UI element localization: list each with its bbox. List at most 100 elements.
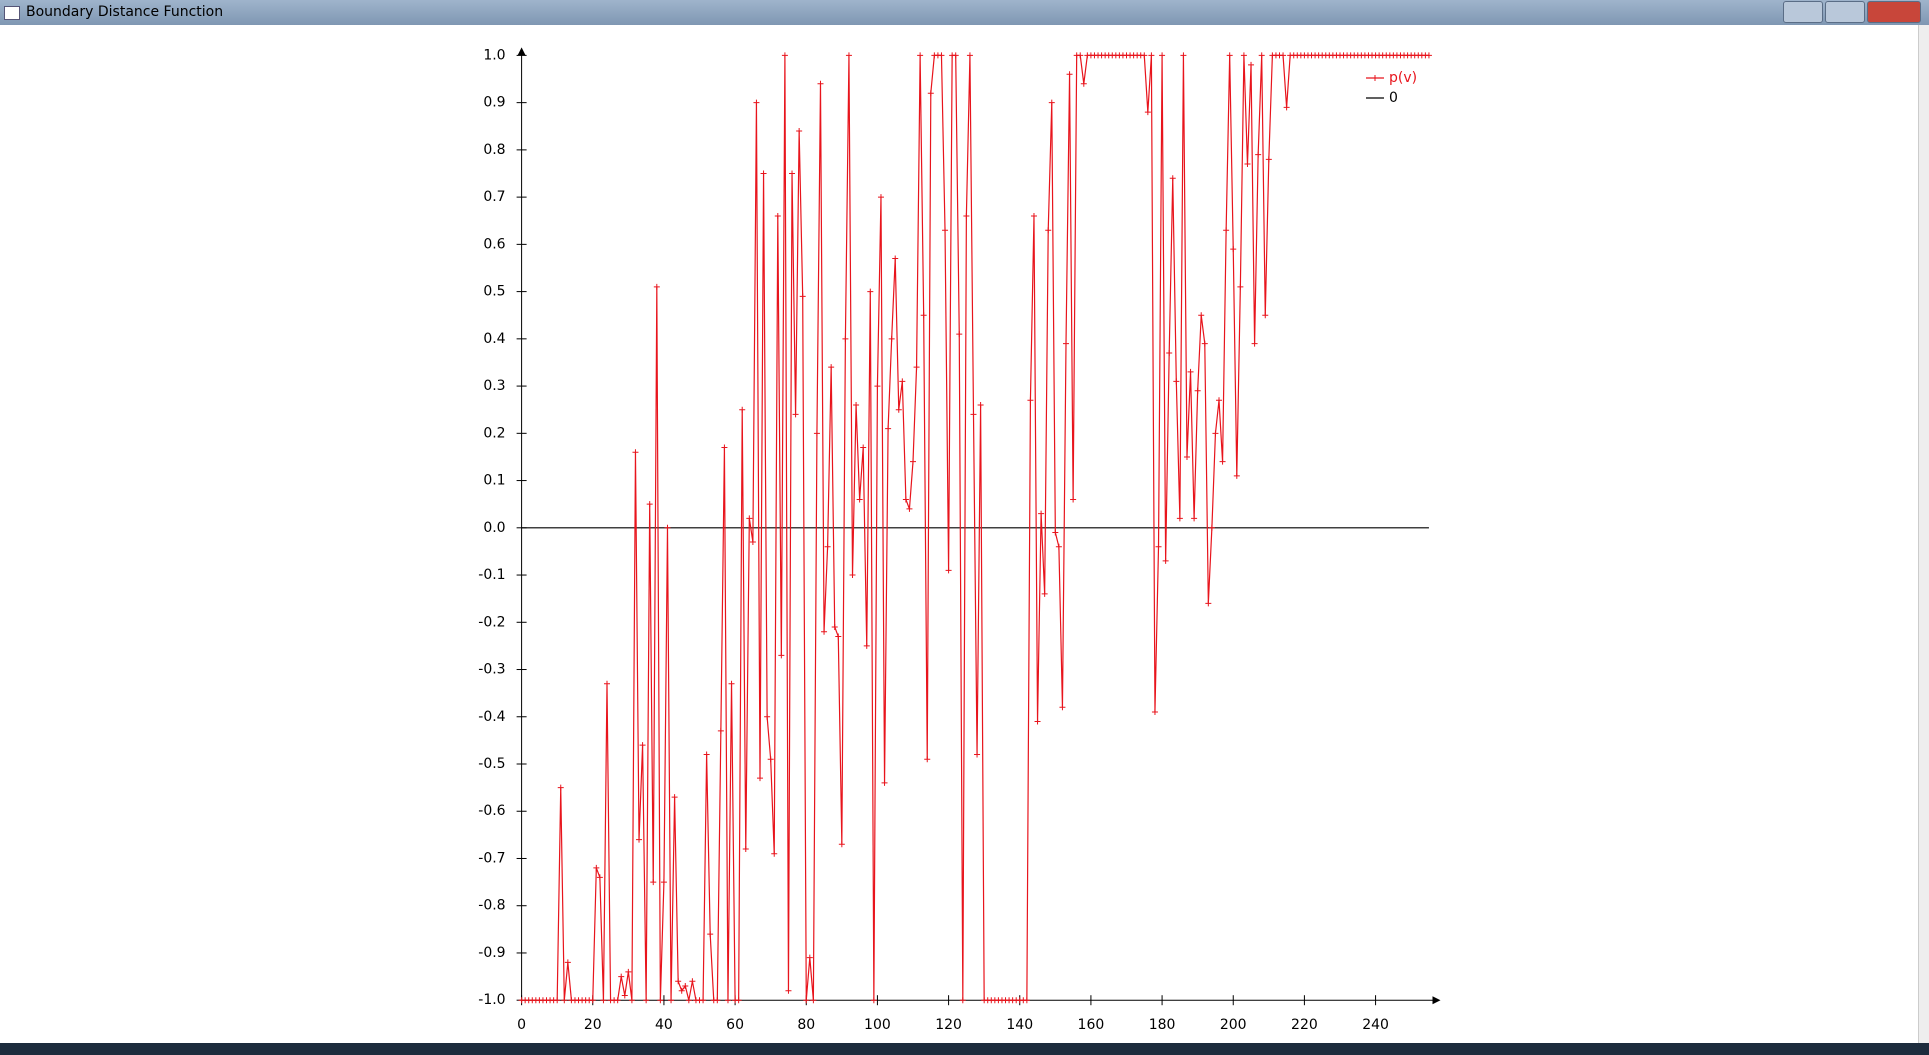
point-marker bbox=[682, 983, 689, 990]
point-marker bbox=[749, 538, 756, 545]
point-marker bbox=[867, 288, 874, 295]
point-marker bbox=[1144, 109, 1151, 116]
point-marker bbox=[746, 515, 753, 522]
point-marker bbox=[589, 997, 596, 1004]
point-marker bbox=[835, 633, 842, 640]
y-tick-label: -0.9 bbox=[478, 945, 505, 961]
point-marker bbox=[621, 992, 628, 999]
point-marker bbox=[974, 751, 981, 758]
point-marker bbox=[1248, 61, 1255, 68]
point-marker bbox=[952, 52, 959, 59]
y-tick-label: 0.7 bbox=[483, 189, 505, 205]
y-tick-label: -0.8 bbox=[478, 898, 505, 914]
y-tick-label: -0.5 bbox=[478, 756, 505, 772]
point-marker bbox=[885, 425, 892, 432]
y-tick-label: 0.2 bbox=[483, 425, 505, 441]
y-tick-label: -1.0 bbox=[478, 992, 505, 1008]
point-marker bbox=[831, 624, 838, 631]
legend-marker bbox=[1372, 75, 1378, 81]
title-bar: Boundary Distance Function bbox=[0, 0, 1929, 25]
point-marker bbox=[557, 784, 564, 791]
point-marker bbox=[707, 931, 714, 938]
point-marker bbox=[895, 406, 902, 413]
point-marker bbox=[828, 364, 835, 371]
x-tick-label: 0 bbox=[517, 1017, 526, 1033]
y-tick-label: -0.7 bbox=[478, 850, 505, 866]
point-marker bbox=[1038, 510, 1045, 517]
point-marker bbox=[614, 997, 621, 1004]
window-title: Boundary Distance Function bbox=[26, 4, 224, 20]
point-marker bbox=[757, 775, 763, 782]
point-marker bbox=[870, 997, 877, 1004]
point-marker bbox=[714, 997, 721, 1004]
point-marker bbox=[1180, 52, 1187, 59]
point-marker bbox=[703, 751, 710, 758]
point-marker bbox=[671, 794, 678, 801]
point-marker bbox=[942, 227, 949, 234]
point-marker bbox=[785, 987, 792, 994]
point-marker bbox=[863, 642, 870, 649]
point-marker bbox=[1208, 524, 1215, 531]
minimize-button[interactable] bbox=[1783, 1, 1823, 23]
point-marker bbox=[1066, 71, 1073, 78]
point-marker bbox=[646, 501, 653, 508]
point-marker bbox=[689, 978, 696, 985]
point-marker bbox=[977, 401, 984, 408]
point-marker bbox=[792, 411, 799, 418]
x-tick-label: 120 bbox=[935, 1017, 962, 1033]
point-marker bbox=[554, 997, 561, 1004]
scrollbar[interactable] bbox=[1918, 25, 1929, 1043]
point-marker bbox=[806, 954, 813, 961]
point-marker bbox=[856, 496, 863, 503]
point-marker bbox=[739, 406, 746, 413]
point-marker bbox=[564, 959, 571, 966]
point-marker bbox=[1262, 312, 1269, 319]
point-marker bbox=[675, 978, 682, 985]
window-buttons bbox=[1783, 1, 1921, 23]
y-tick-label: 0.1 bbox=[483, 473, 505, 489]
point-marker bbox=[796, 127, 803, 134]
point-marker bbox=[1034, 718, 1041, 725]
x-tick-label: 100 bbox=[864, 1017, 891, 1033]
point-marker bbox=[849, 572, 856, 579]
point-marker bbox=[721, 444, 728, 451]
x-tick-label: 240 bbox=[1362, 1017, 1389, 1033]
point-marker bbox=[1045, 227, 1052, 234]
point-marker bbox=[1166, 350, 1173, 357]
point-marker bbox=[618, 973, 625, 980]
point-marker bbox=[927, 90, 934, 97]
point-marker bbox=[1280, 52, 1287, 59]
maximize-button[interactable] bbox=[1825, 1, 1865, 23]
point-marker bbox=[1027, 397, 1034, 404]
point-marker bbox=[636, 836, 643, 843]
point-marker bbox=[1219, 458, 1226, 465]
point-marker bbox=[774, 213, 781, 220]
point-marker bbox=[653, 283, 660, 290]
point-marker bbox=[959, 997, 966, 1004]
point-marker bbox=[717, 727, 724, 734]
point-marker bbox=[906, 505, 913, 512]
point-marker bbox=[724, 997, 731, 1004]
point-marker bbox=[1240, 52, 1247, 59]
point-marker bbox=[1201, 340, 1208, 347]
point-marker bbox=[821, 628, 828, 635]
point-marker bbox=[1187, 368, 1194, 375]
y-tick-label: -0.2 bbox=[478, 614, 505, 630]
point-marker bbox=[917, 52, 924, 59]
y-tick-label: 0.8 bbox=[483, 142, 505, 158]
point-marker bbox=[771, 850, 778, 857]
x-tick-label: 140 bbox=[1006, 1017, 1033, 1033]
y-tick-label: -0.1 bbox=[478, 567, 505, 583]
point-marker bbox=[625, 968, 632, 975]
point-marker bbox=[650, 879, 657, 886]
close-button[interactable] bbox=[1867, 1, 1921, 23]
window-icon bbox=[4, 6, 20, 20]
point-marker bbox=[664, 524, 671, 531]
point-marker bbox=[860, 444, 867, 451]
point-marker bbox=[838, 841, 845, 848]
point-marker bbox=[596, 874, 603, 881]
point-marker bbox=[600, 997, 607, 1004]
point-marker bbox=[845, 52, 852, 59]
y-tick-label: -0.6 bbox=[478, 803, 505, 819]
